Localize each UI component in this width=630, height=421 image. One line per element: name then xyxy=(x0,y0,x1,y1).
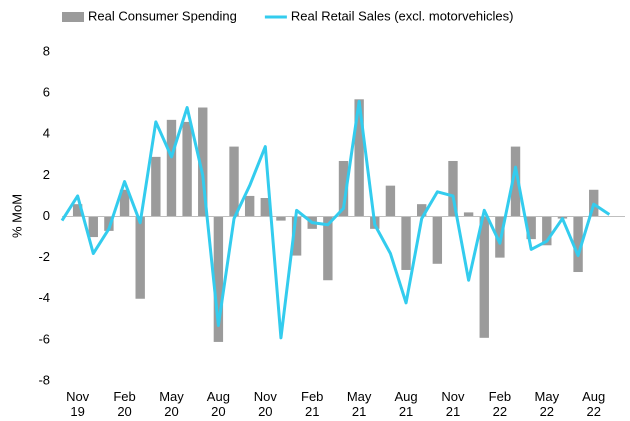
bar xyxy=(72,204,83,217)
legend-label: Real Retail Sales (excl. motorvehicles) xyxy=(291,8,514,23)
bar xyxy=(244,195,255,217)
line xyxy=(60,99,611,340)
bar xyxy=(463,212,474,217)
y-tick-label: 8 xyxy=(43,43,50,58)
bar xyxy=(401,216,411,270)
bar xyxy=(151,156,161,217)
legend-swatch xyxy=(62,12,84,22)
bar xyxy=(385,185,396,217)
bar xyxy=(479,216,489,338)
bar xyxy=(291,216,302,256)
x-tick-label: Aug 22 xyxy=(582,389,606,419)
y-tick-label: -8 xyxy=(38,372,50,387)
x-tick-label: May 22 xyxy=(534,389,560,419)
x-tick-label: May 20 xyxy=(159,389,184,419)
bar xyxy=(323,216,333,281)
bar xyxy=(573,216,583,273)
x-tick-label: Feb 22 xyxy=(488,389,512,419)
bar xyxy=(417,204,427,217)
bar xyxy=(119,189,130,217)
y-tick-label: -2 xyxy=(38,249,50,264)
y-axis-label: % MoM xyxy=(9,194,24,238)
bar xyxy=(432,216,443,264)
bar xyxy=(542,216,552,246)
bar xyxy=(198,107,208,217)
y-tick-label: 6 xyxy=(43,85,50,100)
y-tick-label: -4 xyxy=(38,290,50,305)
x-tick-label: Nov 21 xyxy=(441,389,465,419)
bar xyxy=(526,216,536,240)
x-tick-label: Feb 20 xyxy=(113,389,136,419)
x-tick-label: Feb 21 xyxy=(301,389,324,419)
x-tick-label: May 21 xyxy=(346,389,372,419)
bar xyxy=(104,216,114,231)
bar xyxy=(213,216,224,342)
x-tick-label: Nov 19 xyxy=(66,389,90,419)
bar xyxy=(354,99,364,217)
bar xyxy=(260,197,270,217)
y-tick-label: 4 xyxy=(43,126,50,141)
bar xyxy=(276,216,286,221)
y-tick-label: 0 xyxy=(43,208,50,223)
bar xyxy=(510,146,521,217)
legend-label: Real Consumer Spending xyxy=(88,8,237,23)
bar xyxy=(135,216,145,299)
y-tick-label: 2 xyxy=(43,167,50,182)
bar xyxy=(338,160,349,217)
bar xyxy=(166,119,177,217)
y-tick-label: -6 xyxy=(38,331,50,346)
bar xyxy=(182,121,192,217)
x-tick-label: Nov 20 xyxy=(253,389,277,419)
bar xyxy=(448,160,458,217)
x-tick-label: Aug 21 xyxy=(394,389,418,419)
bar xyxy=(229,146,239,217)
x-tick-label: Aug 20 xyxy=(206,389,230,419)
bar xyxy=(88,216,98,238)
